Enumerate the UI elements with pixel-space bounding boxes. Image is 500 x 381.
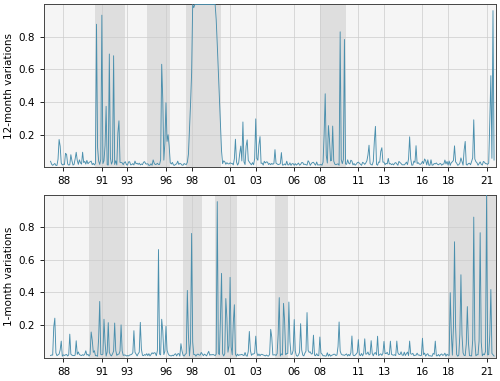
- Bar: [146, 5, 170, 167]
- Bar: [96, 5, 125, 167]
- Bar: [275, 195, 288, 357]
- Y-axis label: 12-month variations: 12-month variations: [4, 33, 15, 139]
- Y-axis label: 1-month variations: 1-month variations: [4, 227, 15, 326]
- Bar: [89, 195, 125, 357]
- Bar: [320, 5, 345, 167]
- Bar: [214, 195, 236, 357]
- Bar: [186, 5, 221, 167]
- Bar: [182, 195, 202, 357]
- Bar: [448, 195, 496, 357]
